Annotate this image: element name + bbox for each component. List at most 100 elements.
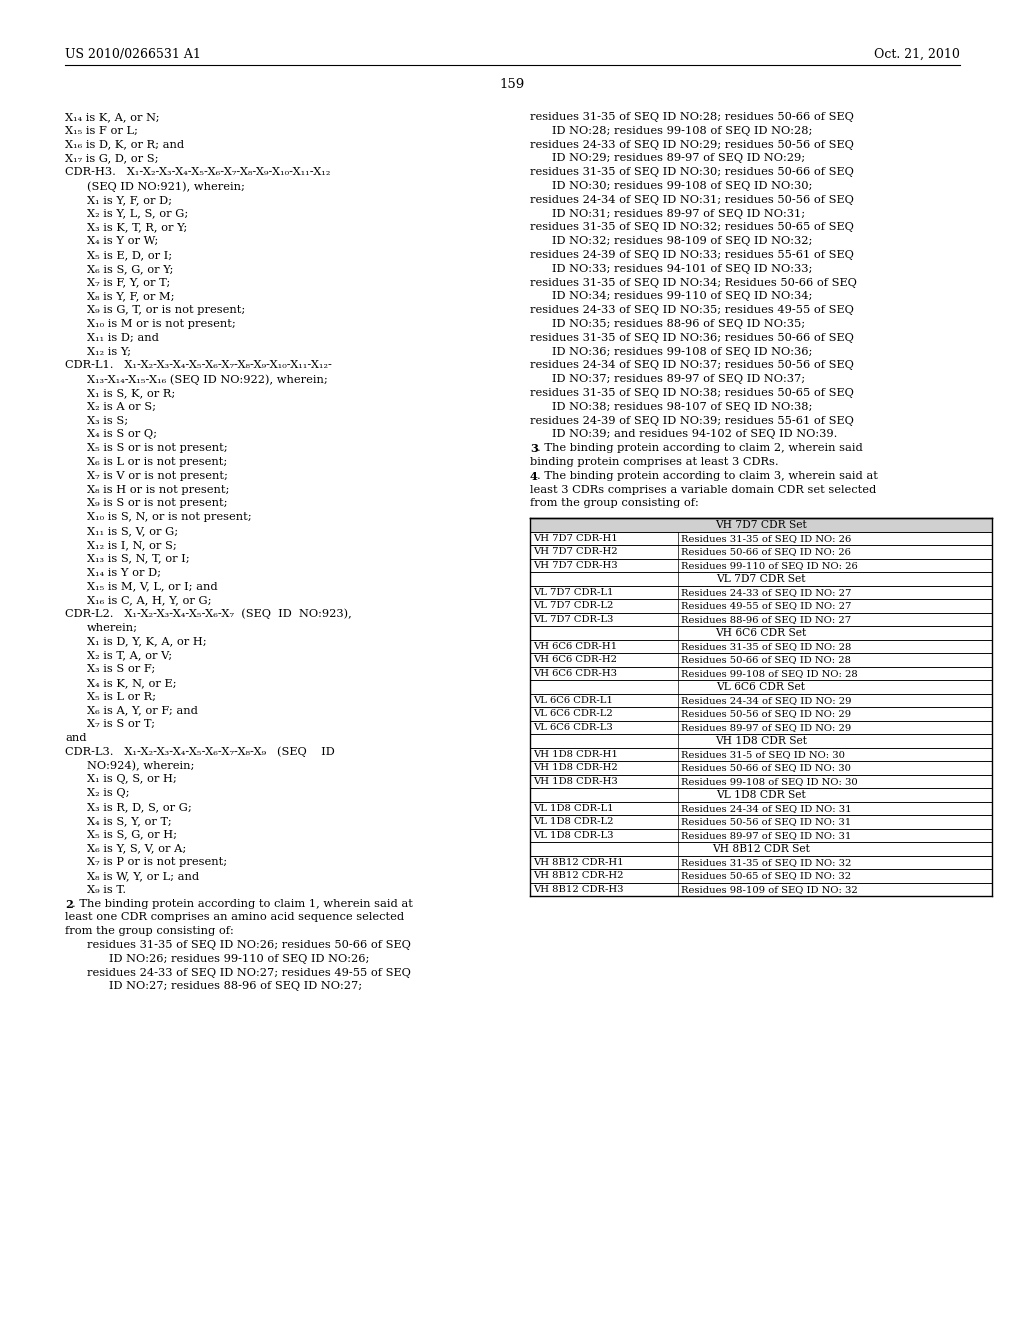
Text: ID NO:31; residues 89-97 of SEQ ID NO:31;: ID NO:31; residues 89-97 of SEQ ID NO:31… bbox=[552, 209, 805, 219]
Text: X₁ is S, K, or R;: X₁ is S, K, or R; bbox=[87, 388, 175, 399]
Text: X₆ is A, Y, or F; and: X₆ is A, Y, or F; and bbox=[87, 705, 198, 715]
Text: and: and bbox=[65, 733, 86, 743]
Text: X₁₃-X₁₄-X₁₅-X₁₆ (SEQ ID NO:922), wherein;: X₁₃-X₁₄-X₁₅-X₁₆ (SEQ ID NO:922), wherein… bbox=[87, 374, 328, 384]
Text: (SEQ ID NO:921), wherein;: (SEQ ID NO:921), wherein; bbox=[87, 181, 245, 191]
Text: X₈ is Y, F, or M;: X₈ is Y, F, or M; bbox=[87, 292, 174, 301]
Text: residues 24-33 of SEQ ID NO:29; residues 50-56 of SEQ: residues 24-33 of SEQ ID NO:29; residues… bbox=[530, 140, 854, 149]
Text: X₄ is Y or W;: X₄ is Y or W; bbox=[87, 236, 159, 247]
Text: X₁₀ is S, N, or is not present;: X₁₀ is S, N, or is not present; bbox=[87, 512, 252, 523]
Text: X₁ is D, Y, K, A, or H;: X₁ is D, Y, K, A, or H; bbox=[87, 636, 207, 647]
Text: VL 6C6 CDR Set: VL 6C6 CDR Set bbox=[717, 682, 806, 692]
Text: Residues 50-66 of SEQ ID NO: 26: Residues 50-66 of SEQ ID NO: 26 bbox=[681, 548, 851, 557]
Text: Residues 50-56 of SEQ ID NO: 31: Residues 50-56 of SEQ ID NO: 31 bbox=[681, 817, 851, 826]
Bar bbox=[530, 599, 992, 612]
Text: Residues 50-56 of SEQ ID NO: 29: Residues 50-56 of SEQ ID NO: 29 bbox=[681, 709, 851, 718]
Text: X₁ is Q, S, or H;: X₁ is Q, S, or H; bbox=[87, 775, 177, 784]
Text: VH 7D7 CDR-H2: VH 7D7 CDR-H2 bbox=[534, 548, 617, 557]
Text: residues 31-35 of SEQ ID NO:26; residues 50-66 of SEQ: residues 31-35 of SEQ ID NO:26; residues… bbox=[87, 940, 411, 950]
Text: VL 6C6 CDR-L3: VL 6C6 CDR-L3 bbox=[534, 723, 612, 733]
Bar bbox=[530, 801, 992, 816]
Text: X₄ is S or Q;: X₄ is S or Q; bbox=[87, 429, 157, 440]
Text: residues 24-39 of SEQ ID NO:33; residues 55-61 of SEQ: residues 24-39 of SEQ ID NO:33; residues… bbox=[530, 249, 854, 260]
Text: CDR-H3.   X₁-X₂-X₃-X₄-X₅-X₆-X₇-X₈-X₉-X₁₀-X₁₁-X₁₂: CDR-H3. X₁-X₂-X₃-X₄-X₅-X₆-X₇-X₈-X₉-X₁₀-X… bbox=[65, 168, 331, 177]
Text: residues 31-35 of SEQ ID NO:34; Residues 50-66 of SEQ: residues 31-35 of SEQ ID NO:34; Residues… bbox=[530, 277, 857, 288]
Text: ID NO:27; residues 88-96 of SEQ ID NO:27;: ID NO:27; residues 88-96 of SEQ ID NO:27… bbox=[109, 981, 362, 991]
Bar bbox=[530, 842, 992, 855]
Text: X₅ is S or is not present;: X₅ is S or is not present; bbox=[87, 444, 227, 453]
Text: . The binding protein according to claim 3, wherein said at: . The binding protein according to claim… bbox=[537, 471, 878, 480]
Text: residues 31-35 of SEQ ID NO:30; residues 50-66 of SEQ: residues 31-35 of SEQ ID NO:30; residues… bbox=[530, 168, 854, 177]
Text: Residues 31-35 of SEQ ID NO: 32: Residues 31-35 of SEQ ID NO: 32 bbox=[681, 858, 851, 867]
Text: residues 24-33 of SEQ ID NO:27; residues 49-55 of SEQ: residues 24-33 of SEQ ID NO:27; residues… bbox=[87, 968, 411, 978]
Text: Residues 31-35 of SEQ ID NO: 28: Residues 31-35 of SEQ ID NO: 28 bbox=[681, 642, 851, 651]
Text: VL 7D7 CDR-L1: VL 7D7 CDR-L1 bbox=[534, 587, 613, 597]
Bar bbox=[530, 721, 992, 734]
Text: X₁₂ is Y;: X₁₂ is Y; bbox=[87, 347, 131, 356]
Text: Residues 99-108 of SEQ ID NO: 30: Residues 99-108 of SEQ ID NO: 30 bbox=[681, 777, 858, 785]
Text: ID NO:32; residues 98-109 of SEQ ID NO:32;: ID NO:32; residues 98-109 of SEQ ID NO:3… bbox=[552, 236, 812, 247]
Text: X₆ is L or is not present;: X₆ is L or is not present; bbox=[87, 457, 227, 467]
Text: Residues 99-108 of SEQ ID NO: 28: Residues 99-108 of SEQ ID NO: 28 bbox=[681, 669, 858, 678]
Text: X₇ is F, Y, or T;: X₇ is F, Y, or T; bbox=[87, 277, 170, 288]
Text: X₁₅ is F or L;: X₁₅ is F or L; bbox=[65, 125, 138, 136]
Text: Residues 31-5 of SEQ ID NO: 30: Residues 31-5 of SEQ ID NO: 30 bbox=[681, 750, 845, 759]
Bar bbox=[530, 519, 992, 532]
Text: X₁₀ is M or is not present;: X₁₀ is M or is not present; bbox=[87, 319, 236, 329]
Bar bbox=[530, 545, 992, 558]
Text: Residues 89-97 of SEQ ID NO: 31: Residues 89-97 of SEQ ID NO: 31 bbox=[681, 832, 851, 840]
Text: residues 31-35 of SEQ ID NO:28; residues 50-66 of SEQ: residues 31-35 of SEQ ID NO:28; residues… bbox=[530, 112, 854, 121]
Text: CDR-L3.   X₁-X₂-X₃-X₄-X₅-X₆-X₇-X₈-X₉   (SEQ    ID: CDR-L3. X₁-X₂-X₃-X₄-X₅-X₆-X₇-X₈-X₉ (SEQ … bbox=[65, 747, 335, 758]
Text: VH 6C6 CDR-H2: VH 6C6 CDR-H2 bbox=[534, 656, 617, 664]
Text: NO:924), wherein;: NO:924), wherein; bbox=[87, 760, 195, 771]
Text: X₄ is K, N, or E;: X₄ is K, N, or E; bbox=[87, 677, 176, 688]
Bar bbox=[530, 653, 992, 667]
Text: wherein;: wherein; bbox=[87, 623, 138, 632]
Text: X₆ is Y, S, V, or A;: X₆ is Y, S, V, or A; bbox=[87, 843, 186, 854]
Bar bbox=[530, 762, 992, 775]
Text: X₂ is Q;: X₂ is Q; bbox=[87, 788, 129, 799]
Text: VH 1D8 CDR-H2: VH 1D8 CDR-H2 bbox=[534, 763, 617, 772]
Text: X₁ is Y, F, or D;: X₁ is Y, F, or D; bbox=[87, 195, 172, 205]
Text: 4: 4 bbox=[530, 471, 538, 482]
Bar bbox=[530, 775, 992, 788]
Text: binding protein comprises at least 3 CDRs.: binding protein comprises at least 3 CDR… bbox=[530, 457, 778, 467]
Text: X₅ is S, G, or H;: X₅ is S, G, or H; bbox=[87, 829, 177, 840]
Bar bbox=[530, 883, 992, 896]
Bar bbox=[530, 640, 992, 653]
Bar bbox=[530, 586, 992, 599]
Bar bbox=[530, 626, 992, 640]
Text: Residues 99-110 of SEQ ID NO: 26: Residues 99-110 of SEQ ID NO: 26 bbox=[681, 561, 858, 570]
Bar bbox=[530, 708, 992, 721]
Text: ID NO:26; residues 99-110 of SEQ ID NO:26;: ID NO:26; residues 99-110 of SEQ ID NO:2… bbox=[109, 954, 370, 964]
Text: . The binding protein according to claim 2, wherein said: . The binding protein according to claim… bbox=[537, 444, 863, 453]
Text: VH 1D8 CDR-H1: VH 1D8 CDR-H1 bbox=[534, 750, 617, 759]
Text: X₇ is V or is not present;: X₇ is V or is not present; bbox=[87, 471, 228, 480]
Text: X₃ is S or F;: X₃ is S or F; bbox=[87, 664, 156, 675]
Text: residues 24-34 of SEQ ID NO:31; residues 50-56 of SEQ: residues 24-34 of SEQ ID NO:31; residues… bbox=[530, 195, 854, 205]
Text: residues 31-35 of SEQ ID NO:36; residues 50-66 of SEQ: residues 31-35 of SEQ ID NO:36; residues… bbox=[530, 333, 854, 343]
Text: VH 1D8 CDR-H3: VH 1D8 CDR-H3 bbox=[534, 777, 617, 785]
Text: X₇ is S or T;: X₇ is S or T; bbox=[87, 719, 155, 729]
Text: VH 6C6 CDR-H3: VH 6C6 CDR-H3 bbox=[534, 669, 617, 678]
Text: from the group consisting of:: from the group consisting of: bbox=[530, 499, 698, 508]
Text: X₈ is W, Y, or L; and: X₈ is W, Y, or L; and bbox=[87, 871, 199, 880]
Text: X₅ is L or R;: X₅ is L or R; bbox=[87, 692, 156, 702]
Text: Residues 98-109 of SEQ ID NO: 32: Residues 98-109 of SEQ ID NO: 32 bbox=[681, 884, 858, 894]
Text: VH 7D7 CDR-H3: VH 7D7 CDR-H3 bbox=[534, 561, 617, 570]
Text: X₂ is Y, L, S, or G;: X₂ is Y, L, S, or G; bbox=[87, 209, 188, 219]
Text: Residues 50-66 of SEQ ID NO: 28: Residues 50-66 of SEQ ID NO: 28 bbox=[681, 656, 851, 664]
Bar bbox=[530, 572, 992, 586]
Text: CDR-L1.   X₁-X₂-X₃-X₄-X₅-X₆-X₇-X₈-X₉-X₁₀-X₁₁-X₁₂-: CDR-L1. X₁-X₂-X₃-X₄-X₅-X₆-X₇-X₈-X₉-X₁₀-X… bbox=[65, 360, 332, 371]
Text: VH 7D7 CDR Set: VH 7D7 CDR Set bbox=[715, 520, 807, 529]
Text: ID NO:30; residues 99-108 of SEQ ID NO:30;: ID NO:30; residues 99-108 of SEQ ID NO:3… bbox=[552, 181, 812, 191]
Bar bbox=[530, 788, 992, 801]
Text: X₁₆ is D, K, or R; and: X₁₆ is D, K, or R; and bbox=[65, 140, 184, 149]
Text: Residues 50-66 of SEQ ID NO: 30: Residues 50-66 of SEQ ID NO: 30 bbox=[681, 763, 851, 772]
Text: VL 1D8 CDR-L3: VL 1D8 CDR-L3 bbox=[534, 832, 613, 840]
Text: VH 8B12 CDR-H2: VH 8B12 CDR-H2 bbox=[534, 871, 624, 880]
Text: X₄ is S, Y, or T;: X₄ is S, Y, or T; bbox=[87, 816, 172, 826]
Text: VH 6C6 CDR-H1: VH 6C6 CDR-H1 bbox=[534, 642, 617, 651]
Text: least one CDR comprises an amino acid sequence selected: least one CDR comprises an amino acid se… bbox=[65, 912, 404, 923]
Text: X₉ is T.: X₉ is T. bbox=[87, 884, 126, 895]
Bar bbox=[530, 612, 992, 626]
